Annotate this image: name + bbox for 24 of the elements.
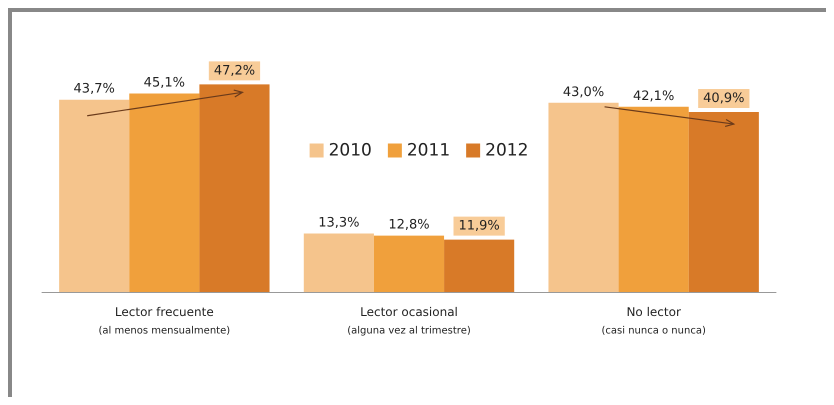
x-tick-label: Lector ocasional (alguna vez al trimestre) (347, 305, 471, 336)
bar (304, 233, 374, 292)
data-label: 43,7% (74, 82, 115, 97)
bar (618, 106, 689, 292)
bar (548, 102, 619, 292)
data-label: 40,9% (703, 91, 744, 106)
bar (688, 112, 759, 292)
data-label: 47,2% (214, 63, 256, 78)
bar (199, 84, 270, 292)
data-label: 45,1% (144, 76, 185, 91)
data-label: 42,1% (633, 88, 674, 104)
bar (374, 236, 444, 292)
bar (444, 240, 514, 292)
legend-label: 2010 (328, 140, 372, 160)
bar (59, 100, 130, 292)
x-tick-label: Lector frecuente (al menos mensualmente) (98, 305, 230, 336)
x-tick-label: No lector (casi nunca o nunca) (601, 305, 706, 336)
bar (129, 94, 200, 292)
data-label: 12,8% (388, 218, 430, 233)
data-label: 43,0% (562, 84, 604, 100)
legend-label: 2011 (406, 140, 450, 160)
legend-label: 2012 (485, 140, 528, 160)
data-label: 11,9% (458, 218, 500, 234)
data-label: 13,3% (318, 215, 360, 230)
